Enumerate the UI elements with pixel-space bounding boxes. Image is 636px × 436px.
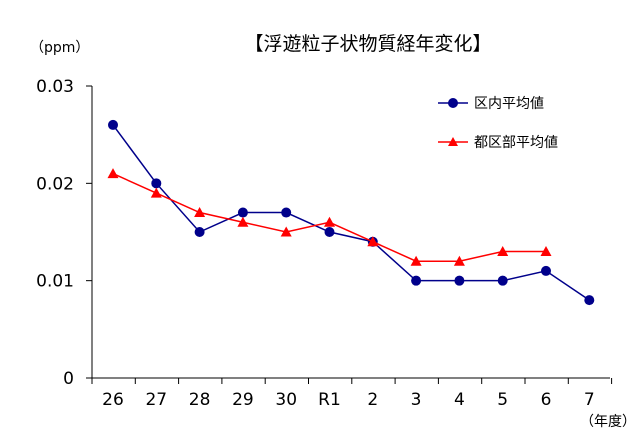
data-point [497, 245, 509, 256]
legend-marker-0 [448, 98, 458, 108]
data-point [108, 119, 118, 130]
data-point [237, 216, 249, 227]
data-point [107, 168, 119, 179]
x-tick-label: R1 [318, 390, 341, 410]
data-point [194, 227, 205, 237]
data-point [584, 295, 595, 306]
y-tick-label: 0.02 [36, 174, 74, 194]
x-tick-label: 27 [145, 390, 167, 410]
x-tick-label: 7 [584, 390, 595, 410]
data-point [194, 207, 206, 218]
y-axis-unit-label: （ppm） [30, 40, 89, 56]
legend-item-0: 区内平均値 [438, 96, 544, 112]
data-point [411, 275, 422, 286]
x-axis-ticks: 26 27 28 29 30 R1 2 3 4 5 6 7 [91, 378, 613, 410]
x-axis-unit-label: （年度） [580, 414, 636, 430]
legend: 区内平均値 都区部平均値 [438, 96, 558, 151]
x-tick-label: 5 [497, 390, 508, 410]
x-tick-label: 2 [367, 390, 378, 410]
chart-title: 【浮遊粒子状物質経年変化】 [244, 33, 491, 55]
x-tick-label: 6 [541, 390, 552, 410]
data-point [281, 207, 292, 218]
y-tick-label: 0 [63, 369, 74, 389]
data-point [410, 255, 422, 266]
data-point [540, 245, 552, 256]
y-tick-label: 0.03 [36, 77, 74, 97]
y-axis-ticks: 0 0.01 0.02 0.03 [36, 77, 92, 389]
series-1 [107, 168, 552, 266]
legend-label-0: 区内平均値 [474, 96, 544, 112]
x-tick-label: 26 [102, 390, 124, 410]
data-point [324, 216, 335, 227]
x-tick-label: 29 [232, 390, 254, 410]
y-tick-label: 0.01 [36, 272, 74, 292]
data-point [237, 207, 248, 218]
data-point [150, 187, 162, 198]
data-point [367, 236, 379, 247]
data-point [454, 275, 465, 286]
series-layer [107, 119, 595, 306]
x-tick-label: 3 [411, 390, 422, 410]
legend-item-1: 都区部平均値 [438, 135, 558, 151]
data-point [324, 227, 335, 237]
legend-marker-1 [448, 137, 458, 146]
data-point [453, 255, 465, 266]
data-point [280, 226, 292, 237]
x-tick-label: 4 [454, 390, 465, 410]
data-point [151, 178, 162, 189]
data-point [497, 275, 508, 286]
x-tick-label: 28 [189, 390, 211, 410]
legend-label-1: 都区部平均値 [474, 135, 558, 151]
data-point [541, 265, 551, 276]
series-line-0 [112, 124, 590, 301]
x-tick-label: 30 [275, 390, 297, 410]
